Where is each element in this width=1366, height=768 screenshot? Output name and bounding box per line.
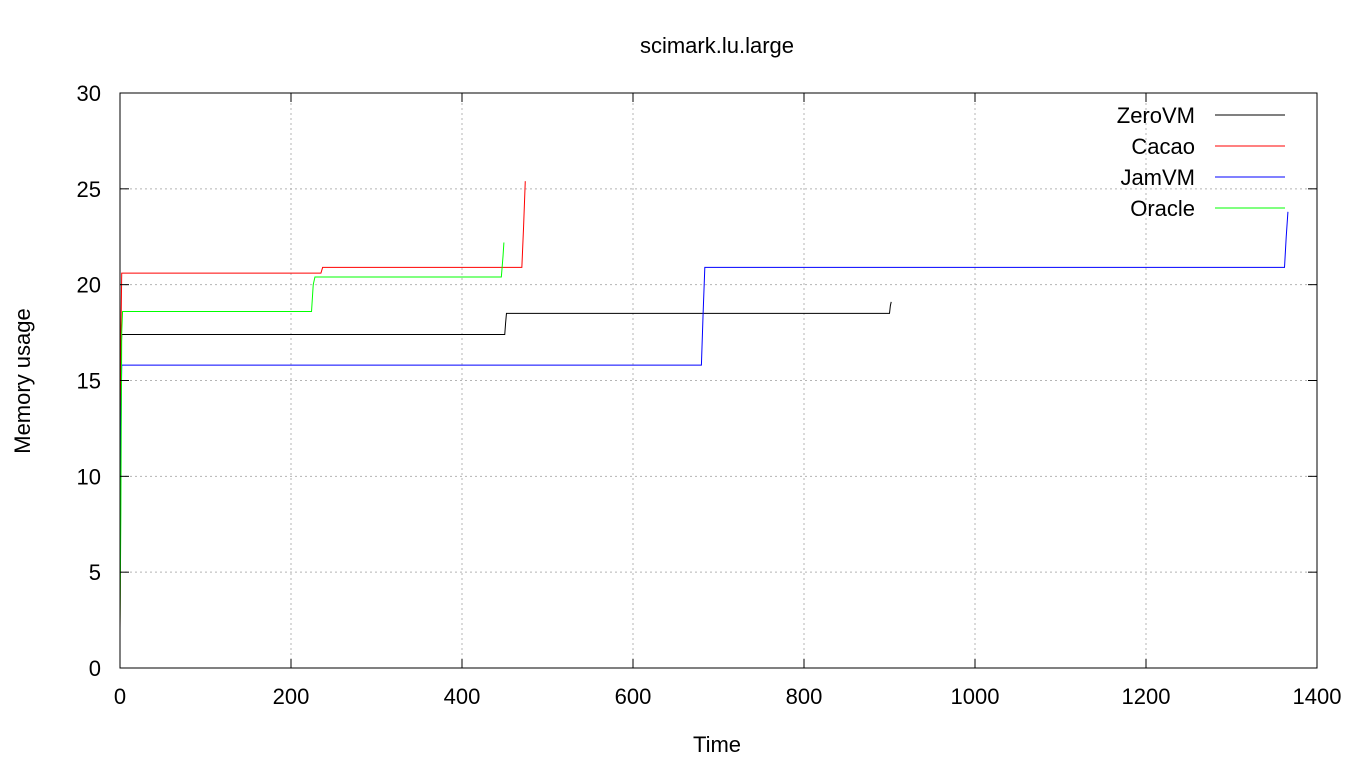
x-tick-label: 1400 — [1293, 684, 1342, 709]
series-lines — [119, 181, 1289, 630]
x-tick-label: 0 — [114, 684, 126, 709]
legend: ZeroVM Cacao JamVM Oracle — [1117, 103, 1285, 221]
grid — [120, 93, 1317, 668]
y-tick-label: 10 — [77, 464, 101, 489]
x-tick-label: 400 — [444, 684, 481, 709]
legend-label-jamvm: JamVM — [1120, 165, 1195, 190]
series-line-jamvm — [119, 211, 1289, 540]
legend-label-cacao: Cacao — [1131, 134, 1195, 159]
y-tick-label: 0 — [89, 656, 101, 681]
x-axis-label: Time — [693, 732, 741, 757]
x-tick-label: 1200 — [1122, 684, 1171, 709]
axis-ticks: 0 5 10 15 20 25 30 0 200 400 600 800 1000 1200 1400 — [77, 81, 1342, 709]
y-axis-label: Memory usage — [10, 308, 35, 454]
chart-title: scimark.lu.large — [640, 33, 794, 58]
series-line-oracle — [119, 242, 505, 626]
y-tick-label: 20 — [77, 273, 101, 298]
y-tick-label: 15 — [77, 369, 101, 394]
series-line-zerovm — [119, 301, 892, 630]
x-tick-label: 800 — [786, 684, 823, 709]
y-tick-label: 30 — [77, 81, 101, 106]
y-tick-label: 5 — [89, 560, 101, 585]
x-tick-label: 1000 — [951, 684, 1000, 709]
series-line-cacao — [119, 181, 526, 630]
x-tick-label: 200 — [273, 684, 310, 709]
legend-label-zerovm: ZeroVM — [1117, 103, 1195, 128]
x-tick-label: 600 — [615, 684, 652, 709]
y-tick-label: 25 — [77, 177, 101, 202]
legend-label-oracle: Oracle — [1130, 196, 1195, 221]
